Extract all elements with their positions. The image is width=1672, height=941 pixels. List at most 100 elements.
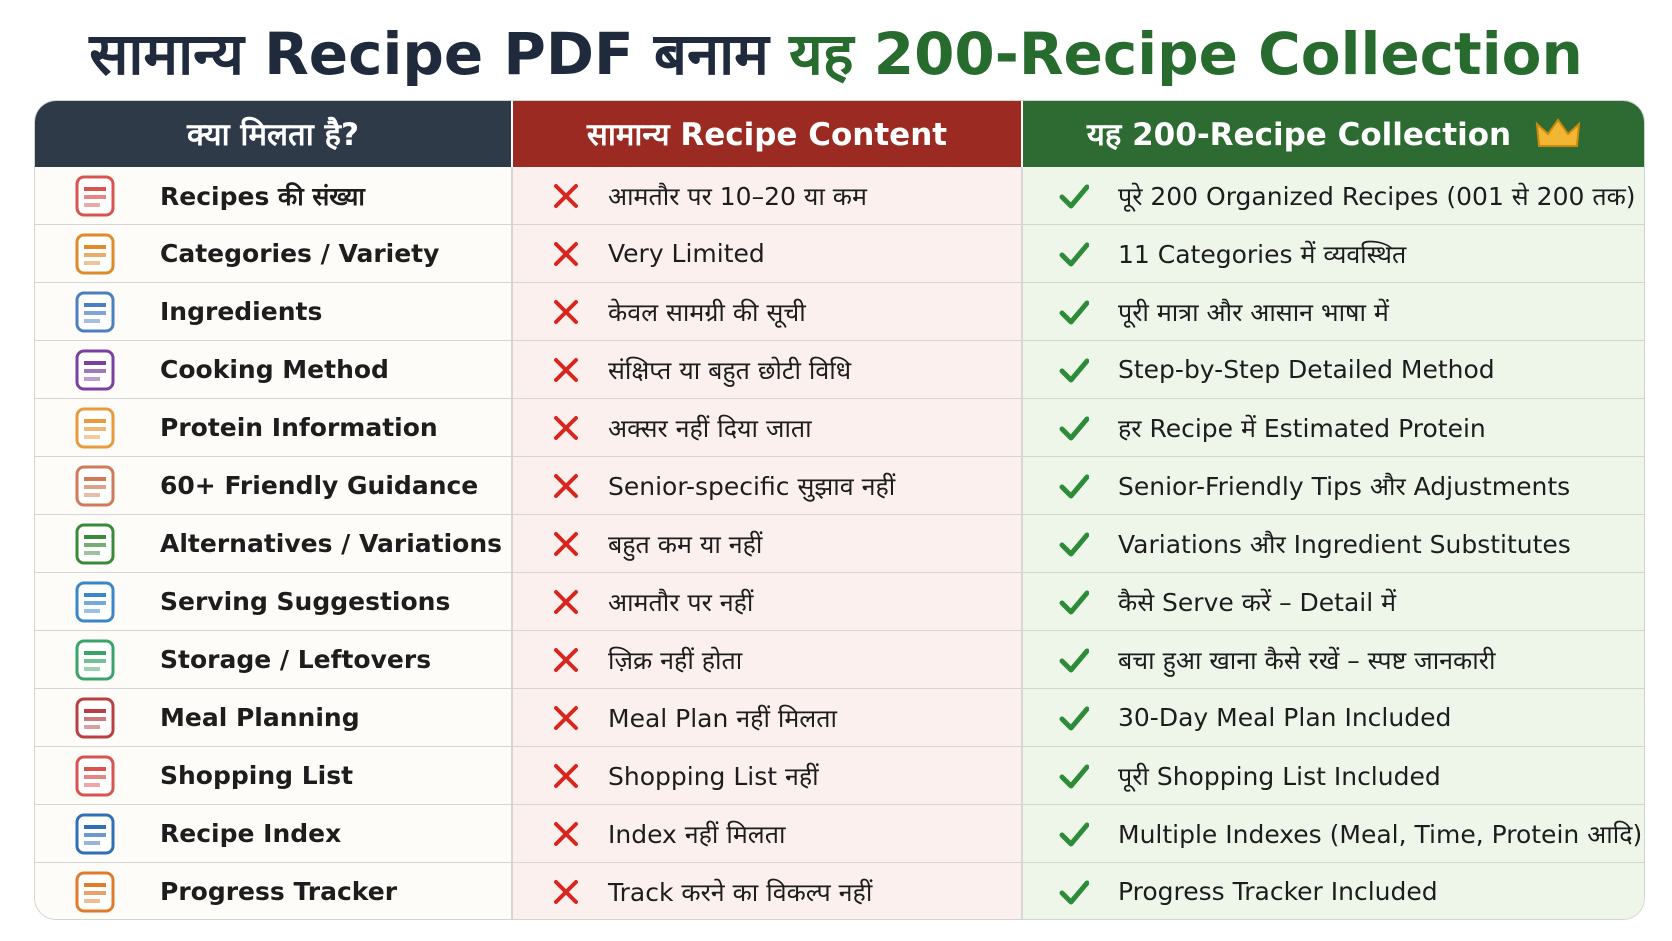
icon-part: [84, 825, 106, 829]
icon-part: [1059, 358, 1089, 383]
icon-part: [84, 783, 100, 787]
icon-part: [84, 203, 100, 207]
icon: [1059, 184, 1089, 209]
icon-part: [84, 187, 106, 191]
collection-cell: Multiple Indexes (Meal, Time, Protein आद…: [1023, 805, 1644, 863]
icon-part: [554, 184, 578, 208]
feature-cell: Meal Planning: [35, 689, 513, 747]
collection-cell: Step-by-Step Detailed Method: [1023, 341, 1644, 399]
collection-cell: पूरी मात्रा और आसान भाषा में: [1023, 283, 1644, 341]
collection-cell-text: बचा हुआ खाना कैसे रखें – स्पष्ट जानकारी: [1118, 645, 1496, 675]
common-cell-text: अक्सर नहीं दिया जाता: [608, 413, 812, 443]
icon: [554, 242, 578, 266]
icon-part: [84, 361, 106, 365]
icon: [75, 175, 115, 217]
common-cell-text: आमतौर पर 10–20 या कम: [608, 181, 867, 211]
icon: [554, 184, 578, 208]
icon-part: [84, 899, 100, 903]
common-cell: Senior-specific सुझाव नहीं: [513, 457, 1023, 515]
collection-cell-text: पूरी मात्रा और आसान भाषा में: [1118, 297, 1389, 327]
icon-part: [84, 775, 106, 779]
feature-cell-text: Progress Tracker: [160, 877, 398, 906]
feature-cell-text: Cooking Method: [160, 355, 389, 384]
feature-cell: Cooking Method: [35, 341, 513, 399]
icon-part: [554, 532, 578, 556]
collection-cell: 11 Categories में व्यवस्थित: [1023, 225, 1644, 283]
feature-cell: Recipe Index: [35, 805, 513, 863]
icon-part: [84, 245, 106, 249]
icon-part: [84, 651, 106, 655]
icon-part: [554, 822, 578, 846]
collection-cell-text: कैसे Serve करें – Detail में: [1118, 587, 1397, 617]
collection-cell: Senior-Friendly Tips और Adjustments: [1023, 457, 1644, 515]
icon-part: [1535, 118, 1581, 147]
icon: [554, 590, 578, 614]
feature-cell-text: Alternatives / Variations: [160, 529, 503, 558]
common-cell-text: ज़िक्र नहीं होता: [608, 645, 743, 675]
feature-cell: Serving Suggestions: [35, 573, 513, 631]
collection-cell-text: Step-by-Step Detailed Method: [1118, 355, 1495, 384]
collection-cell-text: पूरे 200 Organized Recipes (001 से 200 त…: [1118, 181, 1636, 211]
icon-part: [1059, 764, 1089, 789]
collection-cell-text: 30-Day Meal Plan Included: [1118, 703, 1452, 732]
icon-part: [1059, 242, 1089, 267]
icon-part: [84, 493, 100, 497]
common-cell: आमतौर पर नहीं: [513, 573, 1023, 631]
comparison-table: क्या मिलता है? सामान्य Recipe Content यह 2…: [34, 100, 1645, 920]
feature-cell-text: Ingredients: [160, 297, 323, 326]
icon-part: [84, 261, 100, 265]
icon-part: [554, 648, 578, 672]
icon: [554, 648, 578, 672]
icon: [1059, 300, 1089, 325]
icon: [1059, 764, 1089, 789]
collection-cell-text: हर Recipe में Estimated Protein: [1118, 413, 1486, 443]
icon: [554, 300, 578, 324]
icon-part: [84, 419, 106, 423]
icon: [75, 349, 115, 391]
icon-part: [84, 891, 106, 895]
icon: [1059, 532, 1089, 557]
common-cell: केवल सामग्री की सूची: [513, 283, 1023, 341]
icon-part: [84, 427, 106, 431]
icon: [75, 871, 115, 913]
icon-part: [554, 706, 578, 730]
icon: [1059, 880, 1089, 905]
feature-cell: Protein Information: [35, 399, 513, 457]
icon: [75, 291, 115, 333]
title: सामान्य Recipe PDF बनाम यह 200-Recipe Co…: [0, 12, 1672, 91]
icon-part: [84, 377, 100, 381]
icon: [1059, 648, 1089, 673]
collection-cell: कैसे Serve करें – Detail में: [1023, 573, 1644, 631]
collection-cell-text: 11 Categories में व्यवस्थित: [1118, 239, 1407, 269]
icon-part: [554, 416, 578, 440]
feature-cell: Progress Tracker: [35, 863, 513, 919]
icon-part: [84, 311, 106, 315]
feature-cell: Ingredients: [35, 283, 513, 341]
icon-part: [84, 883, 106, 887]
header-cell-text: सामान्य Recipe Content: [586, 117, 948, 153]
icon-part: [1059, 532, 1089, 557]
feature-cell: Storage / Leftovers: [35, 631, 513, 689]
icon-part: [1059, 590, 1089, 615]
feature-cell-text: Categories / Variety: [160, 239, 440, 268]
icon-part: [84, 725, 100, 729]
collection-cell: 30-Day Meal Plan Included: [1023, 689, 1644, 747]
header-cell-text: यह 200-Recipe Collection: [1086, 117, 1512, 153]
icon: [554, 822, 578, 846]
common-cell-text: बहुत कम या नहीं: [608, 529, 763, 559]
header-cell-text: क्या मिलता है?: [187, 117, 359, 153]
icon: [554, 416, 578, 440]
icon-part: [1059, 648, 1089, 673]
icon-part: [84, 477, 106, 481]
common-cell-text: Index नहीं मिलता: [608, 819, 786, 849]
collection-cell-text: Senior-Friendly Tips और Adjustments: [1118, 471, 1571, 501]
collection-cell: पूरी Shopping List Included: [1023, 747, 1644, 805]
icon-part: [84, 833, 106, 837]
common-cell-text: आमतौर पर नहीं: [608, 587, 754, 617]
feature-cell-text: Recipes की संख्या: [160, 181, 365, 211]
icon-part: [1059, 706, 1089, 731]
collection-cell-text: Progress Tracker Included: [1118, 877, 1438, 906]
feature-cell-text: Meal Planning: [160, 703, 360, 732]
icon-part: [84, 717, 106, 721]
